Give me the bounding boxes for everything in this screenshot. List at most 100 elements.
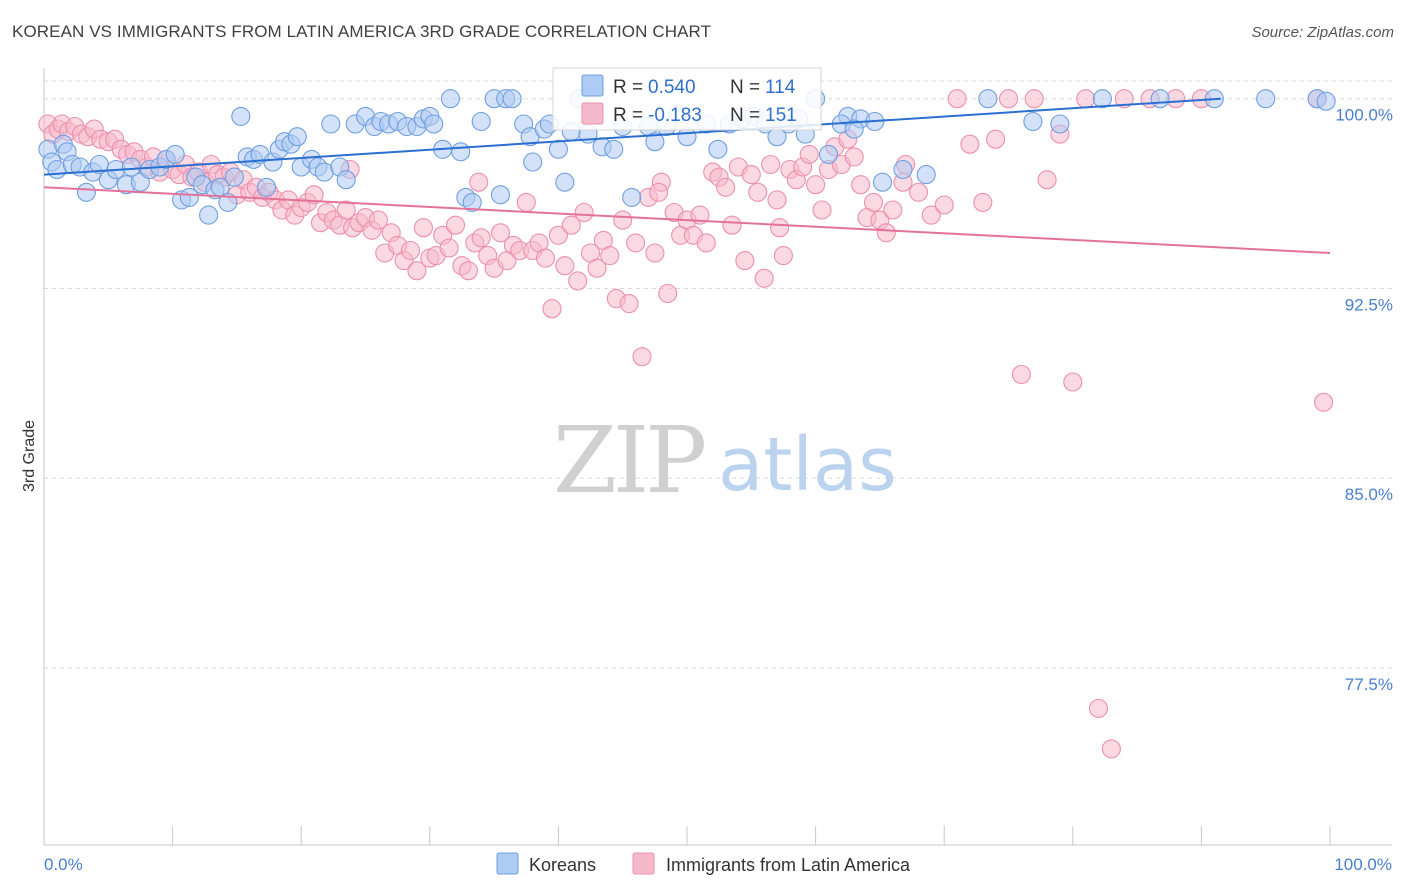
watermark-zip: ZIP: [553, 407, 704, 514]
latam-point-119: [799, 144, 819, 164]
y-tick-label-2: 92.5%: [1345, 295, 1393, 314]
y-axis-tick-labels: 77.5% 85.0% 92.5% 100.0%: [1335, 106, 1393, 694]
koreans-point-81: [645, 132, 665, 152]
latam-point-103: [696, 233, 716, 253]
koreans-point-44: [336, 170, 356, 190]
latam-point-140: [986, 129, 1006, 149]
koreans-point-103: [978, 89, 998, 109]
koreans-point-26: [218, 192, 238, 212]
stats-legend: R = 0.540 N = 114 R = -0.183 N = 151: [552, 67, 822, 131]
latam-point-135: [921, 205, 941, 225]
trend-line-koreans: [43, 97, 1221, 176]
latam-point-136: [934, 195, 954, 215]
latam-point-139: [973, 192, 993, 212]
x-tick-label-max: 100.0%: [1334, 855, 1392, 874]
latam-point-142: [1011, 364, 1031, 385]
koreans-point-55: [424, 114, 444, 134]
legend-n-value-koreans: 114: [765, 77, 796, 98]
x-axis-ticks: [43, 826, 1331, 845]
koreans-point-71: [548, 139, 568, 159]
latam-point-81: [555, 256, 575, 276]
latam-point-109: [735, 251, 755, 271]
latam-point-138: [960, 134, 980, 154]
koreans-point-111: [1316, 91, 1336, 111]
source-credit: Source: ZipAtlas.com: [1251, 24, 1394, 41]
latam-point-143: [1024, 89, 1044, 109]
latam-point-110: [741, 165, 761, 185]
latam-point-121: [812, 200, 832, 220]
latam-point-115: [773, 246, 793, 266]
koreans-point-7: [76, 182, 96, 202]
latam-point-84: [574, 202, 594, 223]
legend-swatch-koreans: [581, 74, 604, 97]
koreans-point-101: [893, 159, 913, 180]
y-axis-title: 3rd Grade: [21, 420, 38, 492]
latam-point-155: [1314, 392, 1334, 412]
bottom-legend-label-koreans: Koreans: [529, 855, 596, 875]
koreans-point-96: [818, 144, 839, 164]
latam-point-59: [413, 218, 433, 238]
latam-point-68: [471, 228, 491, 248]
watermark-atlas: atlas: [718, 422, 897, 508]
latam-point-58: [407, 261, 427, 281]
legend-r-value-koreans: 0.540: [648, 77, 696, 98]
latam-point-134: [908, 182, 929, 202]
latam-point-141: [998, 89, 1019, 109]
y-tick-label-1: 85.0%: [1345, 485, 1393, 504]
latam-point-64: [445, 215, 466, 235]
koreans-point-77: [604, 139, 624, 159]
bottom-legend-swatch-latam: [632, 852, 655, 875]
latam-point-159: [770, 218, 790, 238]
koreans-point-72: [555, 172, 575, 192]
legend-r-label-koreans: R =: [613, 77, 643, 98]
legend-swatch-latam: [581, 102, 604, 125]
latam-point-97: [658, 283, 678, 304]
koreans-point-20: [179, 187, 199, 207]
latam-point-95: [645, 243, 665, 263]
legend-n-label-koreans: N =: [730, 77, 760, 98]
latam-point-149: [1101, 739, 1121, 759]
koreans-point-23: [199, 205, 219, 225]
latam-point-137: [947, 89, 967, 109]
koreans-point-79: [622, 187, 642, 207]
y-tick-label-0: 77.5%: [1345, 675, 1393, 694]
latam-point-147: [1076, 89, 1096, 109]
latam-point-112: [754, 268, 774, 288]
koreans-point-61: [471, 111, 491, 132]
latam-point-146: [1063, 372, 1083, 392]
chart-title: KOREAN VS IMMIGRANTS FROM LATIN AMERICA …: [12, 22, 712, 41]
latam-point-127: [851, 175, 871, 195]
legend-r-label-latam: R =: [613, 105, 643, 126]
latam-point-83: [568, 271, 588, 291]
koreans-point-65: [502, 89, 522, 109]
latam-point-158: [649, 182, 669, 202]
axes: [43, 68, 1392, 846]
latam-point-111: [748, 182, 768, 202]
latam-point-107: [722, 215, 742, 235]
koreans-point-28: [231, 106, 251, 126]
koreans-point-105: [1050, 114, 1070, 134]
legend-n-value-latam: 151: [765, 105, 797, 126]
x-axis-tick-labels: 0.0% 100.0%: [44, 855, 1392, 874]
koreans-point-86: [708, 139, 728, 159]
latam-point-114: [767, 190, 787, 210]
latam-point-129: [863, 192, 884, 212]
latam-point-93: [632, 347, 652, 367]
latam-point-144: [1037, 170, 1057, 190]
koreans-point-37: [287, 127, 307, 147]
latam-point-82: [561, 215, 581, 235]
latam-point-63: [439, 238, 459, 258]
latam-point-132: [883, 200, 903, 220]
latam-point-92: [626, 233, 646, 253]
koreans-point-42: [321, 114, 341, 134]
y-tick-label-3: 100.0%: [1335, 106, 1393, 125]
latam-point-42: [304, 185, 324, 205]
latam-point-47: [336, 200, 356, 220]
latam-point-157: [469, 172, 489, 192]
latam-point-91: [619, 294, 639, 314]
koreans-point-18: [165, 144, 185, 164]
latam-point-52: [368, 210, 388, 230]
trend-line-latam: [43, 186, 1331, 255]
latam-point-75: [516, 192, 536, 212]
